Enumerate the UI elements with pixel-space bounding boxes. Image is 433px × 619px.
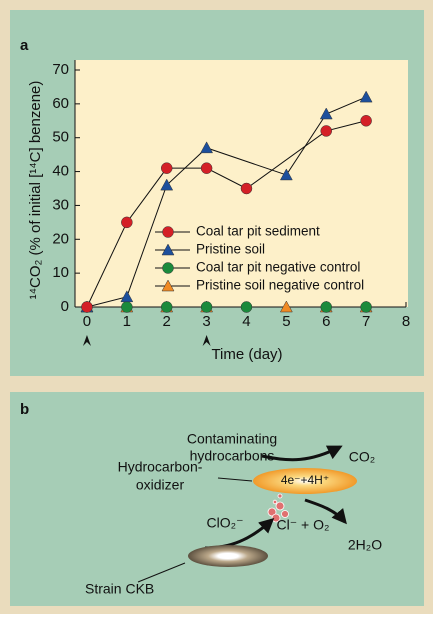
panel-b-bg — [10, 392, 424, 606]
marker — [121, 302, 132, 313]
x-tick-label: 7 — [362, 313, 370, 330]
panel-label: b — [20, 401, 29, 418]
x-tick-label: 8 — [402, 313, 410, 330]
marker — [121, 217, 132, 228]
x-axis-label: Time (day) — [211, 346, 282, 363]
legend-label: Coal tar pit negative control — [196, 260, 360, 275]
label: oxidizer — [136, 477, 185, 493]
marker — [241, 183, 252, 194]
legend-label: Pristine soil — [196, 242, 265, 257]
y-axis-label: ¹⁴CO₂ (% of initial [¹⁴C] benzene) — [27, 81, 44, 300]
marker — [361, 115, 372, 126]
x-tick-label: 2 — [163, 313, 171, 330]
marker — [361, 302, 372, 313]
marker — [241, 302, 252, 313]
x-tick-label: 3 — [202, 313, 210, 330]
label: Strain CKB — [85, 581, 154, 597]
marker — [81, 302, 92, 313]
label: ClO₂⁻ — [207, 515, 244, 531]
y-tick-label: 60 — [52, 95, 69, 112]
figure: a b 0 10 20 30 40 50 60 70 0 1 2 3 4 5 6 7 8 Time (day) ¹⁴… — [0, 0, 433, 614]
cell — [188, 545, 268, 567]
label: Cl⁻ + O₂ — [277, 517, 330, 533]
y-tick-label: 50 — [52, 129, 69, 146]
label: 4e⁻+4H⁺ — [281, 473, 329, 487]
label: Hydrocarbon- — [118, 459, 203, 475]
x-tick-label: 5 — [282, 313, 290, 330]
marker — [201, 163, 212, 174]
label: CO₂ — [349, 449, 375, 465]
y-tick-label: 10 — [52, 264, 69, 281]
y-tick-label: 70 — [52, 61, 69, 78]
marker — [321, 302, 332, 313]
y-tick-label: 0 — [61, 298, 69, 315]
panel-label: a — [20, 37, 29, 54]
legend-label: Coal tar pit sediment — [196, 224, 320, 239]
legend-marker — [163, 227, 174, 238]
marker — [161, 302, 172, 313]
x-tick-label: 6 — [322, 313, 330, 330]
y-tick-label: 40 — [52, 163, 69, 180]
x-tick-label: 1 — [123, 313, 131, 330]
y-tick-label: 30 — [52, 196, 69, 213]
legend-label: Pristine soil negative control — [196, 278, 364, 293]
label: 2H₂O — [348, 537, 382, 553]
y-tick-label: 20 — [52, 230, 69, 247]
x-tick-label: 0 — [83, 313, 91, 330]
marker — [201, 302, 212, 313]
marker — [321, 125, 332, 136]
label: Contaminating — [187, 431, 277, 447]
marker — [161, 163, 172, 174]
legend-marker — [163, 263, 174, 274]
x-tick-label: 4 — [242, 313, 250, 330]
